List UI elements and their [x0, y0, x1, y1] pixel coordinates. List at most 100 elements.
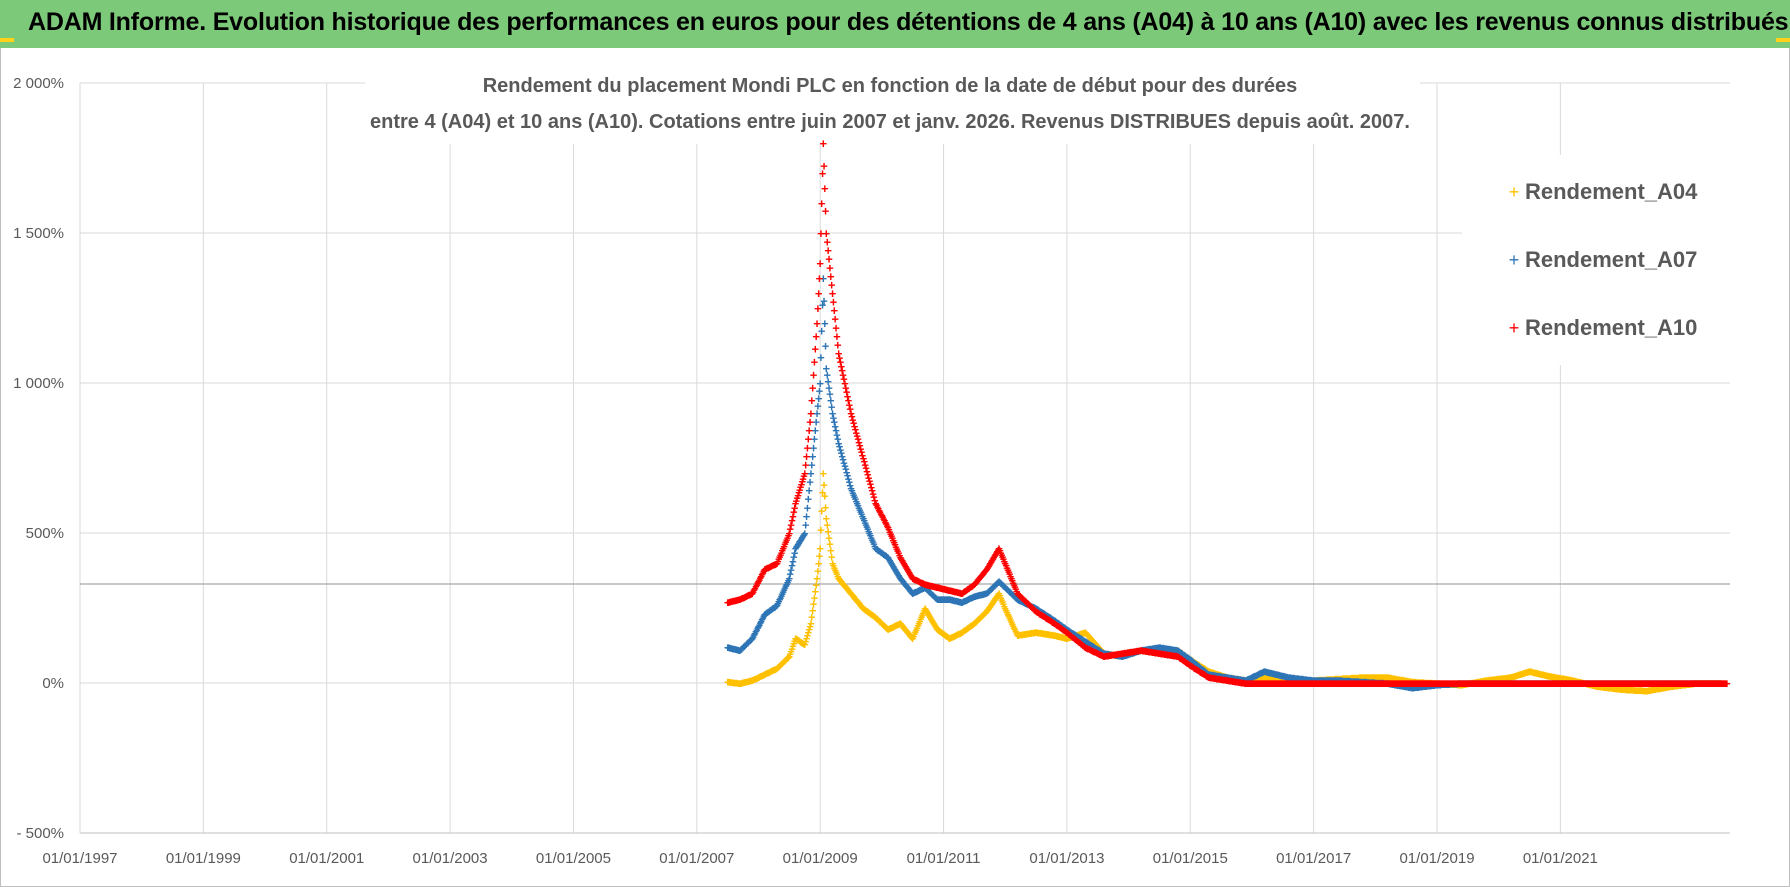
- data-point: +: [1112, 648, 1120, 663]
- data-point: +: [1334, 672, 1342, 687]
- data-point: +: [1179, 646, 1187, 661]
- data-point: +: [806, 619, 814, 634]
- data-point: +: [1546, 669, 1554, 684]
- data-point: +: [1254, 671, 1262, 686]
- data-point: +: [1272, 671, 1280, 686]
- data-point: +: [1131, 645, 1139, 660]
- data-point: +: [1333, 672, 1341, 687]
- data-point: +: [1206, 664, 1214, 679]
- data-point: +: [977, 610, 985, 625]
- data-point: +: [902, 622, 910, 637]
- data-point: +: [1513, 668, 1521, 683]
- data-point: +: [820, 477, 828, 492]
- data-point: +: [1414, 675, 1422, 690]
- data-point: +: [867, 606, 875, 621]
- data-point: +: [1357, 670, 1365, 685]
- data-point: +: [1288, 673, 1296, 688]
- data-point: +: [1145, 644, 1153, 659]
- corner-accent-left: [0, 38, 14, 42]
- data-point: +: [971, 616, 979, 631]
- data-point: +: [1525, 664, 1533, 679]
- data-point: +: [1320, 672, 1328, 687]
- data-point: +: [748, 673, 756, 688]
- data-point: +: [1332, 672, 1340, 687]
- data-point: +: [1005, 609, 1013, 624]
- data-point: +: [1468, 676, 1476, 691]
- data-points: ++++++++++++++++++++++++++++++++++++++++…: [724, 136, 1731, 699]
- data-point: +: [951, 628, 959, 643]
- data-point: +: [1018, 627, 1026, 642]
- data-point: +: [1097, 642, 1105, 657]
- data-point: +: [866, 606, 874, 621]
- data-point: +: [1278, 672, 1286, 687]
- data-point: +: [880, 618, 888, 633]
- data-point: +: [1113, 648, 1121, 663]
- data-point: +: [972, 614, 980, 629]
- data-point: +: [1505, 670, 1513, 685]
- data-point: +: [1498, 671, 1506, 686]
- data-point: +: [1431, 676, 1439, 691]
- data-point: +: [804, 625, 812, 640]
- data-point: +: [1476, 674, 1484, 689]
- data-point: +: [801, 637, 809, 652]
- data-point: +: [956, 626, 964, 641]
- data-point: +: [1517, 667, 1525, 682]
- data-point: +: [1084, 628, 1092, 643]
- data-point: +: [1426, 676, 1434, 691]
- data-point: +: [1310, 673, 1318, 688]
- data-point: +: [1449, 677, 1457, 692]
- data-point: +: [845, 583, 853, 598]
- data-point: +: [807, 616, 815, 631]
- data-point: +: [1305, 673, 1313, 688]
- data-point: +: [784, 651, 792, 666]
- data-point: +: [1556, 671, 1564, 686]
- data-point: +: [1345, 671, 1353, 686]
- data-point: +: [1311, 673, 1319, 688]
- data-point: +: [1037, 626, 1045, 641]
- data-point: +: [1373, 670, 1381, 685]
- x-tick-label: 01/01/2013: [1029, 850, 1104, 867]
- data-point: +: [1299, 673, 1307, 688]
- data-point: +: [944, 630, 952, 645]
- data-point: +: [993, 590, 1001, 605]
- data-point: +: [821, 489, 829, 504]
- data-point: +: [787, 644, 795, 659]
- data-point: +: [825, 530, 833, 545]
- data-point: +: [1404, 674, 1412, 689]
- data-point: +: [1412, 675, 1420, 690]
- data-point: +: [1565, 672, 1573, 687]
- data-point: +: [870, 609, 878, 624]
- data-point: +: [946, 631, 954, 646]
- data-point: +: [1540, 667, 1548, 682]
- data-point: +: [1183, 649, 1191, 664]
- data-point: +: [1068, 630, 1076, 645]
- data-point: +: [947, 631, 955, 646]
- data-point: +: [1081, 625, 1089, 640]
- data-point: +: [1341, 671, 1349, 686]
- data-point: +: [1462, 677, 1470, 692]
- data-point: +: [1204, 663, 1212, 678]
- data-point: +: [1457, 677, 1465, 692]
- data-point: +: [1184, 650, 1192, 665]
- data-point: +: [793, 632, 801, 647]
- data-point: +: [903, 624, 911, 639]
- data-point: +: [1173, 643, 1181, 658]
- data-point: +: [1405, 674, 1413, 689]
- data-point: +: [1237, 672, 1245, 687]
- data-point: +: [1338, 671, 1346, 686]
- data-point: +: [1432, 676, 1440, 691]
- data-point: +: [1375, 670, 1383, 685]
- data-point: +: [1382, 670, 1390, 685]
- data-point: +: [1379, 670, 1387, 685]
- data-point: +: [999, 595, 1007, 610]
- data-point: +: [1478, 674, 1486, 689]
- header-title: ADAM Informe. Evolution historique des p…: [28, 8, 1789, 37]
- data-point: +: [1100, 646, 1108, 661]
- data-point: +: [1557, 671, 1565, 686]
- data-point: +: [940, 627, 948, 642]
- data-point: +: [930, 616, 938, 631]
- data-point: +: [1276, 672, 1284, 687]
- data-point: +: [819, 466, 827, 481]
- data-point: +: [869, 608, 877, 623]
- data-point: +: [1292, 673, 1300, 688]
